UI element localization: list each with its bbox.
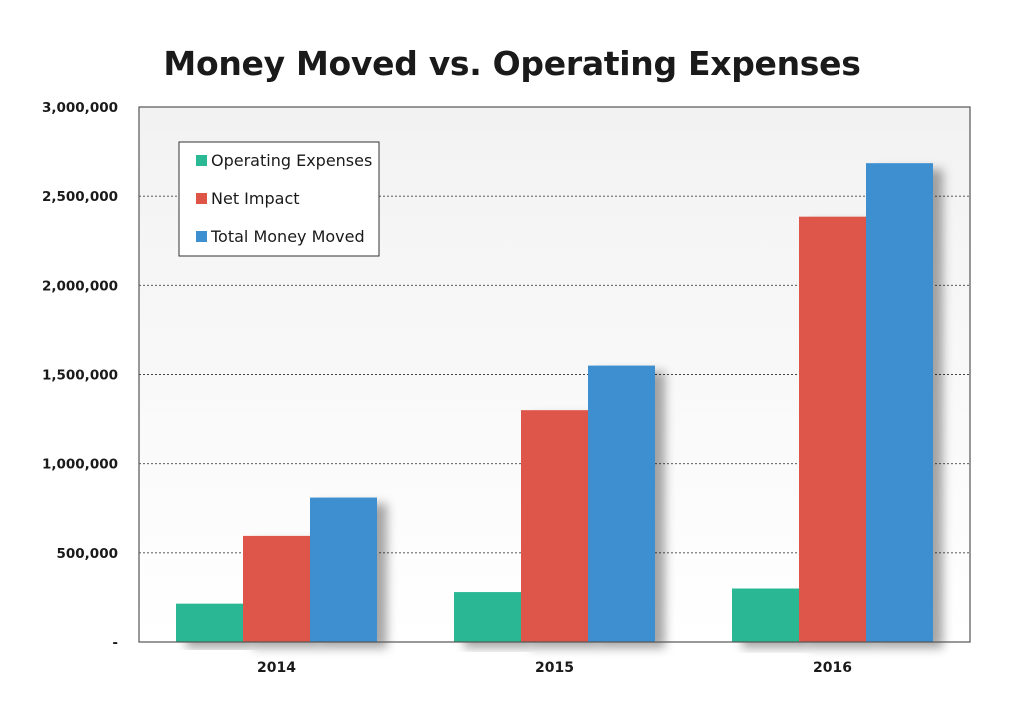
- legend-label: Operating Expenses: [211, 151, 372, 170]
- legend-swatch: [196, 155, 207, 166]
- y-tick-label: 500,000: [57, 546, 119, 562]
- legend-label: Total Money Moved: [210, 227, 365, 246]
- legend-swatch: [196, 231, 207, 242]
- y-tick-label: -: [112, 635, 118, 651]
- bar: [521, 410, 588, 642]
- x-tick-label: 2016: [813, 660, 852, 676]
- bar: [799, 216, 866, 643]
- y-tick-label: 1,500,000: [42, 368, 118, 384]
- x-tick-label: 2014: [257, 660, 296, 676]
- legend-swatch: [196, 193, 207, 204]
- bar: [454, 592, 521, 642]
- y-tick-label: 2,500,000: [42, 189, 118, 205]
- bar: [732, 588, 799, 642]
- x-tick-label: 2015: [535, 660, 574, 676]
- y-tick-label: 2,000,000: [42, 278, 118, 294]
- bar: [243, 535, 310, 642]
- y-tick-label: 3,000,000: [42, 100, 118, 116]
- chart-title: Money Moved vs. Operating Expenses: [163, 44, 861, 83]
- legend-box: [178, 141, 380, 257]
- bar: [310, 497, 377, 642]
- y-tick-label: 1,000,000: [42, 457, 118, 473]
- bar: [866, 163, 933, 643]
- bar: [588, 365, 655, 642]
- bar: [176, 603, 243, 642]
- plot-frame: [138, 106, 971, 643]
- legend-label: Net Impact: [211, 189, 300, 208]
- legend: Operating Expenses Net Impact Total Money …: [178, 141, 380, 257]
